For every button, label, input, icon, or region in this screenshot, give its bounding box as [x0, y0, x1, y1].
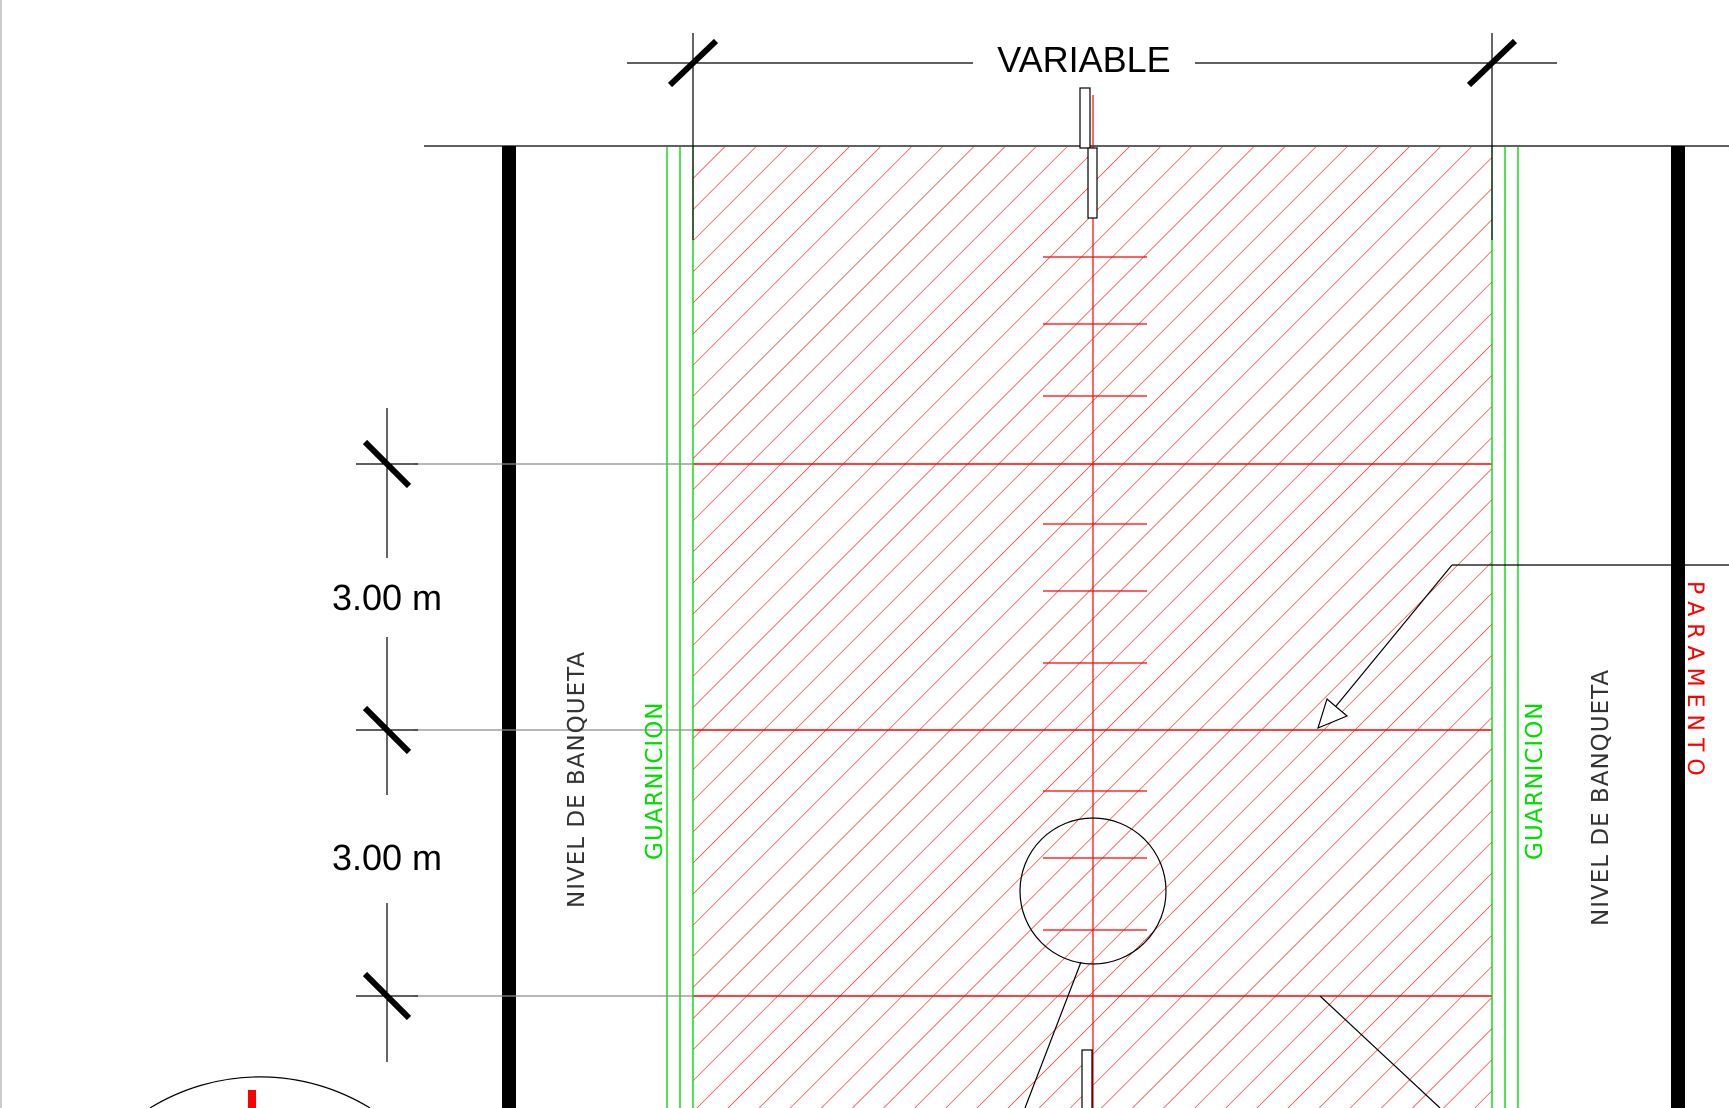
detail-circle	[1019, 817, 1167, 965]
north-symbol-partial	[149, 1076, 371, 1108]
centerline	[1043, 95, 1147, 1108]
curb-label-left: GUARNICION	[642, 701, 668, 860]
leader-arrow	[1317, 564, 1729, 730]
right-wall-line	[1671, 146, 1685, 1108]
left-wall-line	[502, 146, 516, 1108]
centerline-stub-bottom	[1081, 1049, 1093, 1108]
centerline-stub-top	[1087, 147, 1098, 219]
top-dimension	[627, 33, 1557, 240]
lower-leader	[1319, 995, 1441, 1108]
spacing-label-1: 3.00 m	[332, 577, 442, 618]
spacing-label-2: 3.00 m	[332, 837, 442, 878]
north-symbol-red-mark	[248, 1090, 256, 1108]
dimension-label-variable: VARIABLE	[997, 39, 1170, 80]
curb-label-right: GUARNICION	[1522, 701, 1548, 860]
centerline-marker-top	[1079, 87, 1091, 149]
wall-label: P A R A M E N T O	[1682, 581, 1707, 776]
curb-lines	[666, 147, 1519, 1108]
sidewalk-level-label-left: NIVEL DE BANQUETA	[564, 651, 590, 908]
detail-leader	[1024, 961, 1082, 1108]
spacing-dimension	[356, 408, 693, 1062]
sidewalk-level-label-right: NIVEL DE BANQUETA	[1588, 669, 1614, 926]
